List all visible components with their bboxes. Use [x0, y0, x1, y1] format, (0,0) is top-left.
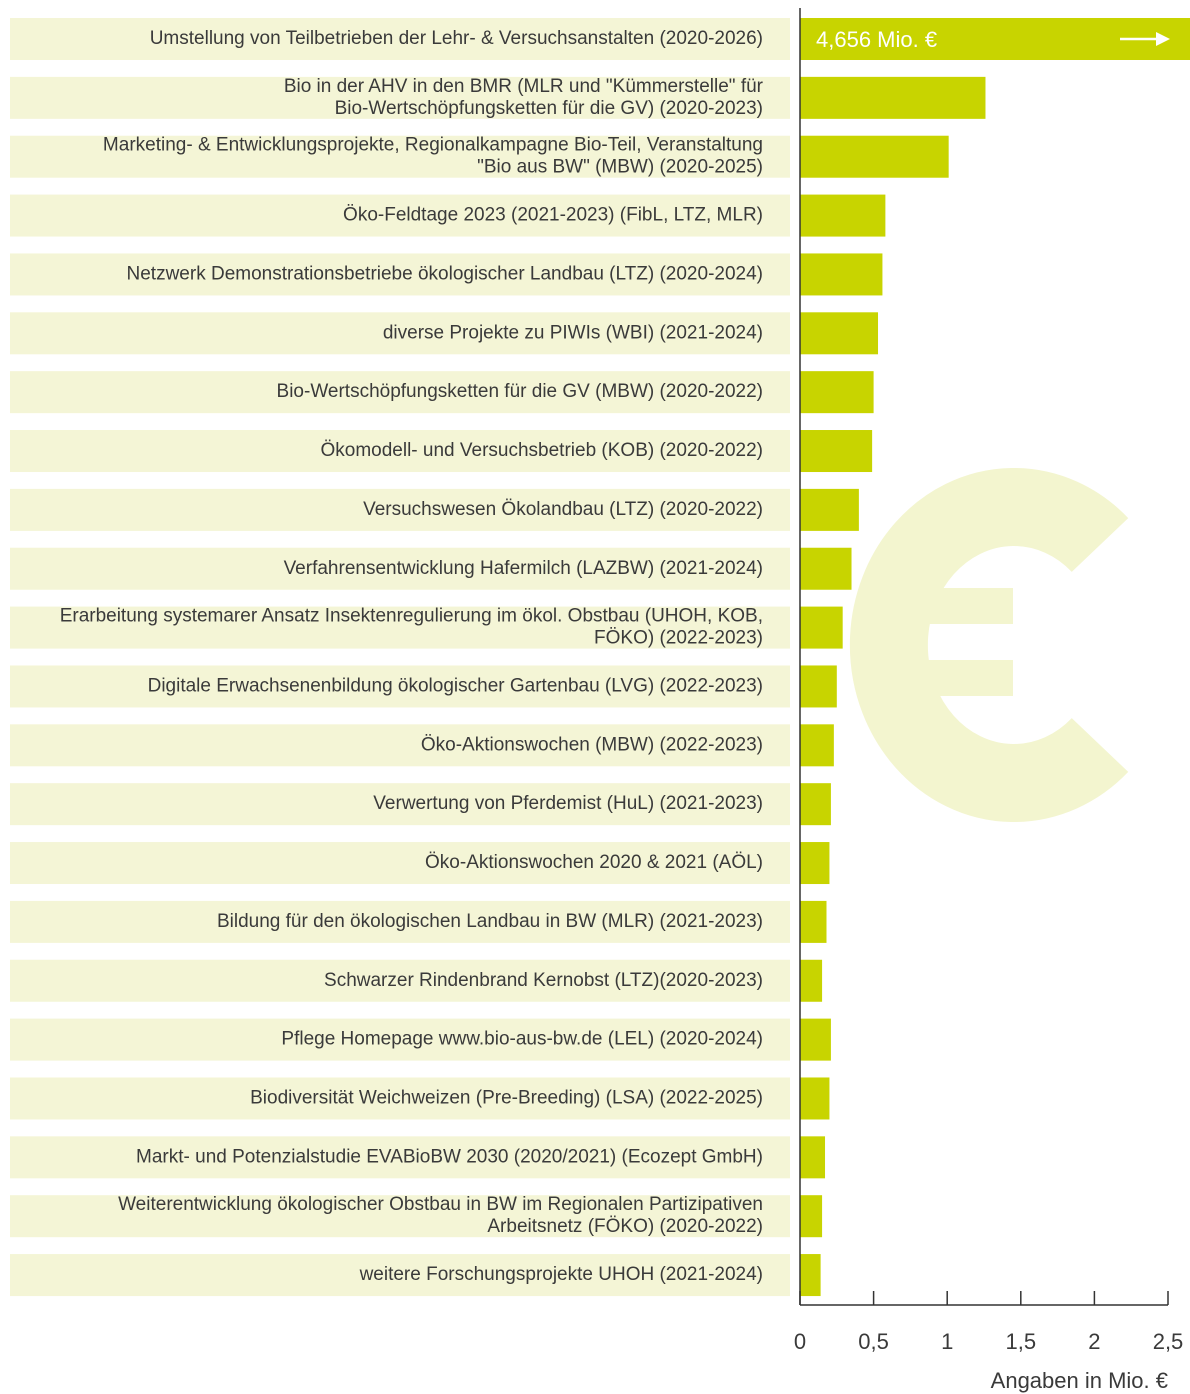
label-background [10, 1077, 790, 1120]
label-background [10, 783, 790, 826]
label-background [10, 76, 790, 119]
bar [800, 312, 879, 355]
bar [800, 1018, 831, 1061]
category-label: Bio-Wertschöpfungsketten für die GV) (20… [335, 98, 763, 119]
category-label: Verwertung von Pferdemist (HuL) (2021-20… [373, 793, 763, 814]
category-label: Arbeitsnetz (FÖKO) (2020-2022) [487, 1216, 763, 1237]
category-label: Weiterentwicklung ökologischer Obstbau i… [118, 1194, 763, 1215]
label-background [10, 724, 790, 767]
bar [800, 842, 830, 885]
category-label: Netzwerk Demonstrationsbetriebe ökologis… [127, 263, 763, 284]
bar [800, 1136, 826, 1179]
label-background [10, 1195, 790, 1238]
category-label: Bildung für den ökologischen Landbau in … [217, 911, 763, 932]
category-label: Öko-Aktionswochen (MBW) (2022-2023) [421, 734, 763, 755]
category-label: Schwarzer Rindenbrand Kernobst (LTZ)(202… [324, 970, 763, 991]
category-label: Erarbeitung systemarer Ansatz Insektenre… [60, 606, 763, 627]
label-background [10, 1254, 790, 1297]
label-background [10, 253, 790, 296]
label-background [10, 18, 790, 60]
category-label: Digitale Erwachsenenbildung ökologischer… [148, 675, 763, 696]
bar [800, 547, 852, 590]
category-label: Biodiversität Weichweizen (Pre-Breeding)… [250, 1087, 763, 1108]
category-label: FÖKO) (2022-2023) [594, 628, 763, 649]
label-background [10, 430, 790, 473]
bar [800, 959, 823, 1002]
category-label: Markt- und Potenzialstudie EVABioBW 2030… [136, 1146, 763, 1167]
euro-watermark [849, 468, 1129, 822]
value-label: 4,656 Mio. € [816, 27, 937, 52]
bar [800, 1195, 823, 1238]
label-background [10, 842, 790, 885]
category-label: Ökomodell- und Versuchsbetrieb (KOB) (20… [320, 440, 763, 461]
euro-bar [893, 588, 1013, 624]
euro-bar [893, 660, 1013, 696]
bar [800, 900, 827, 943]
label-background [10, 1136, 790, 1179]
bar [800, 783, 831, 826]
category-label: Öko-Aktionswochen 2020 & 2021 (AÖL) [425, 852, 763, 873]
x-tick-label: 0 [794, 1329, 806, 1354]
category-label: Pflege Homepage www.bio-aus-bw.de (LEL) … [281, 1029, 763, 1050]
bar [800, 194, 886, 237]
bar [800, 665, 837, 708]
label-background [10, 1018, 790, 1061]
category-label: "Bio aus BW" (MBW) (2020-2025) [477, 157, 763, 178]
label-background [10, 959, 790, 1002]
bar [800, 1077, 830, 1120]
category-label: Marketing- & Entwicklungsprojekte, Regio… [103, 135, 763, 156]
category-label: Umstellung von Teilbetrieben der Lehr- &… [150, 28, 763, 49]
bar [800, 76, 986, 119]
bar [800, 430, 873, 473]
x-tick-label: 1 [941, 1329, 953, 1354]
bar [800, 488, 859, 531]
label-background [10, 312, 790, 355]
category-label: Öko-Feldtage 2023 (2021-2023) (FibL, LTZ… [343, 205, 763, 226]
category-label: Verfahrensentwicklung Hafermilch (LAZBW)… [284, 558, 763, 579]
category-label: weitere Forschungsprojekte UHOH (2021-20… [359, 1264, 763, 1285]
bar [800, 1254, 821, 1297]
label-background [10, 547, 790, 590]
label-background [10, 488, 790, 531]
category-label: Versuchswesen Ökolandbau (LTZ) (2020-202… [363, 499, 763, 520]
category-label: Bio-Wertschöpfungsketten für die GV (MBW… [277, 381, 763, 402]
category-label: Bio in der AHV in den BMR (MLR und "Kümm… [284, 76, 764, 97]
x-tick-label: 2,5 [1153, 1329, 1184, 1354]
overflow-arrowhead [1156, 32, 1170, 46]
x-tick-label: 1,5 [1006, 1329, 1037, 1354]
x-axis-label: Angaben in Mio. € [991, 1368, 1168, 1393]
x-tick-label: 0,5 [858, 1329, 889, 1354]
label-background [10, 135, 790, 178]
label-background [10, 606, 790, 649]
bar [800, 371, 874, 414]
euro-arc [849, 468, 1129, 822]
label-background [10, 900, 790, 943]
bar [800, 606, 843, 649]
bar [800, 724, 834, 767]
label-background [10, 665, 790, 708]
x-tick-label: 2 [1088, 1329, 1100, 1354]
label-background [10, 194, 790, 237]
bar [800, 135, 949, 178]
label-background [10, 371, 790, 414]
category-label: diverse Projekte zu PIWIs (WBI) (2021-20… [383, 322, 763, 343]
bar [800, 253, 883, 296]
